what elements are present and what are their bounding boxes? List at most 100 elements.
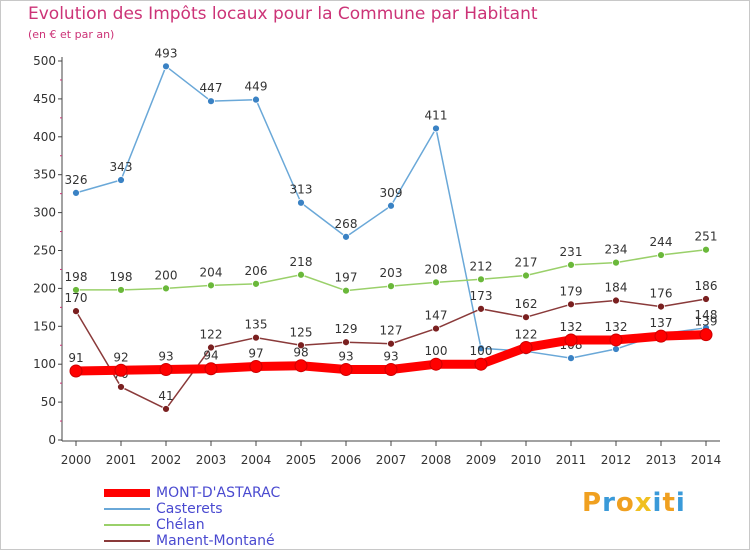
chart-subtitle: (en € et par an): [28, 28, 115, 41]
series-point: [117, 286, 125, 294]
x-tick-label: 2008: [421, 453, 452, 467]
data-label: 132: [605, 320, 628, 334]
data-label: 125: [290, 325, 313, 339]
series-point: [297, 270, 305, 279]
y-tick-label: 100: [33, 357, 56, 371]
data-label: 94: [203, 349, 218, 363]
x-tick-label: 2001: [106, 453, 137, 467]
series-point: [522, 271, 530, 280]
data-label: 212: [470, 259, 493, 273]
series-point: [657, 251, 665, 259]
data-label: 122: [200, 328, 223, 342]
series-point: [384, 363, 398, 377]
series-point: [204, 362, 218, 376]
x-tick-label: 2004: [241, 453, 272, 467]
series-point: [387, 339, 395, 348]
data-label: 91: [68, 351, 83, 365]
x-tick-label: 2009: [466, 453, 497, 467]
data-label: 135: [245, 318, 268, 332]
logo-letter: i: [675, 488, 686, 518]
data-label: 493: [155, 46, 178, 60]
data-label: 309: [380, 186, 403, 200]
data-label: 198: [110, 270, 133, 284]
data-label: 41: [158, 389, 173, 403]
series-point: [252, 333, 260, 342]
series-line: [75, 65, 707, 359]
series-point: [702, 295, 710, 303]
series-point: [72, 307, 80, 316]
data-label: 217: [515, 256, 538, 270]
data-label: 204: [200, 265, 223, 279]
x-tick-label: 2005: [286, 453, 317, 467]
data-label: 218: [290, 255, 313, 269]
y-tick-label: 350: [33, 168, 56, 182]
logo-letter: i: [652, 488, 663, 518]
logo-letter: x: [634, 488, 653, 518]
series-point: [477, 275, 485, 284]
series-point: [657, 302, 665, 311]
series-point: [162, 62, 170, 71]
series-point: [612, 345, 620, 353]
series-point: [387, 282, 395, 291]
data-label: 176: [650, 287, 673, 301]
data-label: 251: [695, 230, 718, 244]
data-label: 234: [605, 243, 628, 257]
x-tick-label: 2006: [331, 453, 362, 467]
data-label: 203: [380, 266, 403, 280]
series-point: [564, 333, 578, 347]
data-label: 449: [245, 80, 268, 94]
series-point: [72, 286, 80, 294]
series-point: [519, 341, 533, 355]
series-point: [114, 363, 128, 377]
x-tick-label: 2010: [511, 453, 542, 467]
logo-letter: t: [662, 488, 676, 518]
series-point: [612, 296, 620, 305]
series-point: [342, 232, 350, 241]
series-point: [699, 328, 713, 342]
data-label: 100: [425, 344, 448, 358]
x-tick-label: 2014: [691, 453, 722, 467]
series-point: [207, 281, 215, 290]
series-point: [432, 278, 440, 287]
legend-label: Chélan: [156, 517, 205, 533]
data-label: 93: [158, 350, 173, 364]
y-tick-label: 300: [33, 206, 56, 220]
y-tick-label: 150: [33, 319, 56, 333]
logo-letter: o: [615, 488, 635, 518]
proxiti-logo: Proxiti: [582, 488, 686, 518]
series-point: [297, 198, 305, 207]
series-point: [249, 359, 263, 373]
data-label: 93: [338, 350, 353, 364]
data-label: 139: [695, 315, 718, 329]
series-point: [567, 261, 575, 269]
data-label: 162: [515, 297, 538, 311]
series-point: [432, 324, 440, 333]
legend-item-mont-d-astarac: MONT-D'ASTARAC: [104, 485, 404, 501]
legend-swatch: [104, 508, 150, 510]
x-tick-label: 2011: [556, 453, 587, 467]
data-label: 244: [650, 235, 673, 249]
chart-title: Evolution des Impôts locaux pour la Comm…: [28, 4, 538, 24]
x-tick-label: 2000: [61, 453, 92, 467]
series-point: [567, 354, 575, 363]
data-label: 148: [695, 308, 718, 322]
data-label: 326: [65, 173, 88, 187]
series-point: [387, 201, 395, 210]
x-tick-label: 2013: [646, 453, 677, 467]
series-point: [477, 344, 485, 353]
series-point: [69, 364, 83, 378]
data-label: 100: [470, 344, 493, 358]
data-label: 137: [650, 316, 673, 330]
data-label: 206: [245, 264, 268, 278]
data-label: 127: [380, 324, 403, 338]
series-point: [567, 300, 575, 309]
data-label: 173: [470, 289, 493, 303]
data-label: 93: [383, 350, 398, 364]
data-label: 313: [290, 183, 313, 197]
series-point: [297, 341, 305, 350]
series-point: [252, 95, 260, 104]
y-tick-label: 450: [33, 92, 56, 106]
y-tick-label: 0: [48, 433, 56, 447]
